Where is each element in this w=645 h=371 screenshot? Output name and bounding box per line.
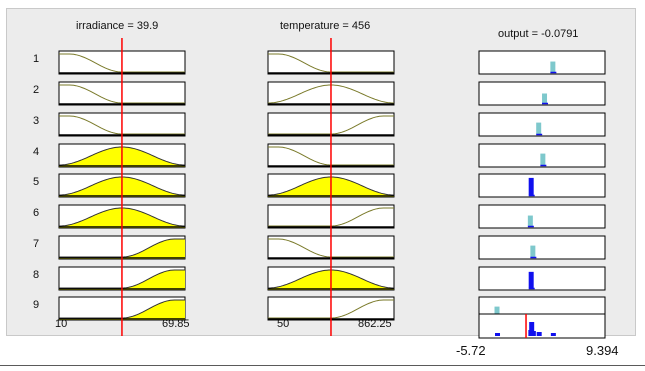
output-bar-rule-2 bbox=[542, 93, 548, 103]
output-mf-rule-2-box bbox=[478, 81, 606, 106]
irradiance-min-tick: 10 bbox=[55, 318, 68, 330]
output-aggregate-bar-1 bbox=[495, 333, 501, 336]
output-mf-rule-5-box bbox=[478, 173, 606, 198]
output-mf-rule-6-box bbox=[478, 204, 606, 229]
output-bar-rule-3 bbox=[536, 122, 542, 134]
output-mf-rule-3-box bbox=[478, 112, 606, 137]
output-bar-rule-5 bbox=[528, 177, 534, 195]
rule-label-4: 4 bbox=[32, 146, 40, 158]
rule-label-2: 2 bbox=[32, 84, 40, 96]
temperature-max-tick: 862.25 bbox=[358, 318, 392, 330]
output-max-tick: 9.394 bbox=[586, 343, 619, 358]
temperature-min-tick: 50 bbox=[277, 318, 290, 330]
output-bar-rule-9 bbox=[494, 306, 500, 318]
output-mf-rule-7-box bbox=[478, 235, 606, 260]
rule-label-9: 9 bbox=[32, 299, 40, 311]
irradiance-max-tick: 69.85 bbox=[162, 318, 190, 330]
output-min-tick: -5.72 bbox=[456, 343, 486, 358]
output-aggregate-bar-4 bbox=[530, 331, 536, 336]
rule-label-6: 6 bbox=[32, 207, 40, 219]
irradiance-mf-rule-9-fill bbox=[59, 300, 185, 320]
output-mf-rule-8-box bbox=[478, 266, 606, 291]
output-mf-rule-1-box bbox=[478, 50, 606, 75]
output-bar-rule-4 bbox=[540, 153, 546, 165]
irradiance-header: irradiance = 39.9 bbox=[76, 20, 159, 32]
output-bar-rule-1 bbox=[550, 61, 556, 72]
output-bar-rule-6 bbox=[527, 215, 533, 226]
output-aggregate-bar-5 bbox=[536, 332, 542, 336]
rule-label-1: 1 bbox=[32, 53, 40, 65]
irradiance-mf-rule-8-fill bbox=[59, 270, 185, 290]
output-aggregate-bar-3 bbox=[529, 322, 535, 336]
rule-label-7: 7 bbox=[32, 238, 40, 250]
rule-label-3: 3 bbox=[32, 115, 40, 127]
temperature-header: temperature = 456 bbox=[280, 20, 371, 32]
rule-label-5: 5 bbox=[32, 176, 40, 188]
output-bar-rule-8 bbox=[528, 271, 534, 288]
output-aggregate-bar-6 bbox=[550, 333, 556, 336]
window-bottom-border bbox=[0, 365, 645, 366]
output-bar-rule-7 bbox=[530, 245, 536, 257]
output-header: output = -0.0791 bbox=[498, 28, 579, 40]
rule-label-8: 8 bbox=[32, 269, 40, 281]
irradiance-mf-rule-7-fill bbox=[59, 239, 185, 259]
